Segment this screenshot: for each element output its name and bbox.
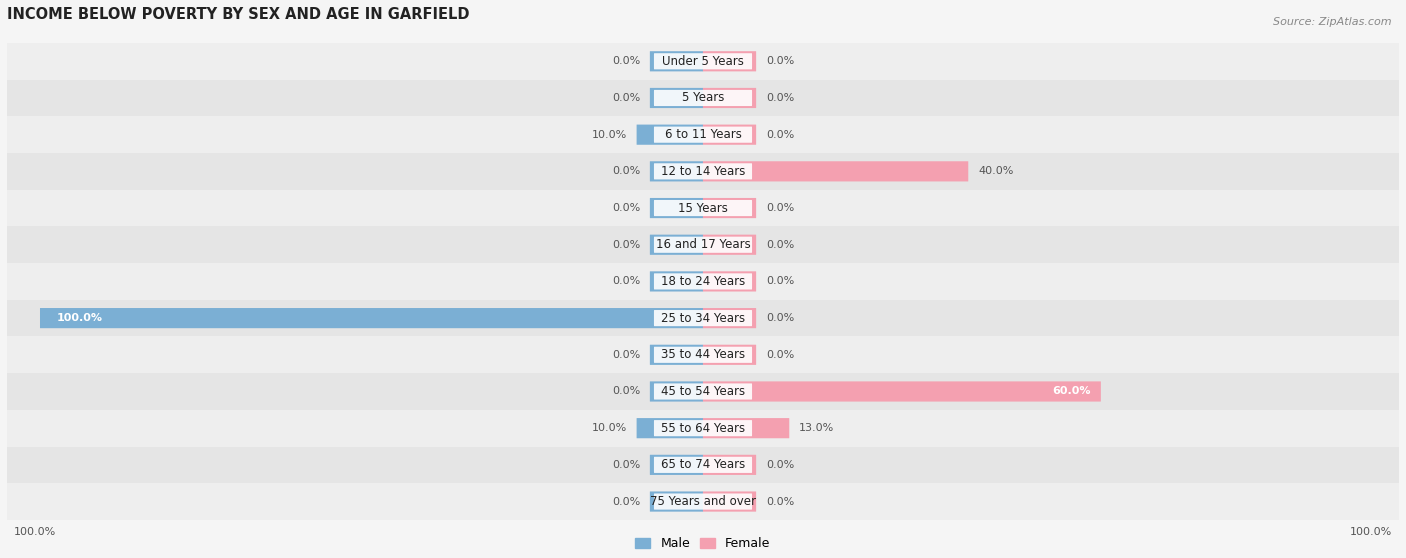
Text: 25 to 34 Years: 25 to 34 Years	[661, 311, 745, 325]
Text: 16 and 17 Years: 16 and 17 Years	[655, 238, 751, 251]
Text: 13.0%: 13.0%	[799, 423, 834, 433]
Text: 0.0%: 0.0%	[766, 350, 794, 360]
FancyBboxPatch shape	[654, 90, 752, 106]
FancyBboxPatch shape	[654, 237, 752, 253]
Text: 15 Years: 15 Years	[678, 201, 728, 214]
FancyBboxPatch shape	[650, 235, 703, 255]
Text: 0.0%: 0.0%	[612, 93, 640, 103]
FancyBboxPatch shape	[7, 190, 1399, 227]
Text: INCOME BELOW POVERTY BY SEX AND AGE IN GARFIELD: INCOME BELOW POVERTY BY SEX AND AGE IN G…	[7, 7, 470, 22]
FancyBboxPatch shape	[703, 124, 756, 145]
FancyBboxPatch shape	[703, 161, 969, 181]
FancyBboxPatch shape	[703, 308, 756, 328]
FancyBboxPatch shape	[7, 410, 1399, 446]
FancyBboxPatch shape	[7, 446, 1399, 483]
FancyBboxPatch shape	[654, 273, 752, 290]
FancyBboxPatch shape	[7, 336, 1399, 373]
Text: 0.0%: 0.0%	[612, 166, 640, 176]
Text: 0.0%: 0.0%	[612, 497, 640, 507]
FancyBboxPatch shape	[7, 483, 1399, 520]
Text: 75 Years and over: 75 Years and over	[650, 495, 756, 508]
FancyBboxPatch shape	[650, 455, 703, 475]
FancyBboxPatch shape	[7, 153, 1399, 190]
Legend: Male, Female: Male, Female	[630, 532, 776, 555]
Text: 100.0%: 100.0%	[56, 313, 103, 323]
FancyBboxPatch shape	[7, 227, 1399, 263]
Text: 0.0%: 0.0%	[612, 240, 640, 250]
FancyBboxPatch shape	[654, 127, 752, 143]
Text: 0.0%: 0.0%	[766, 240, 794, 250]
Text: 0.0%: 0.0%	[766, 313, 794, 323]
Text: Source: ZipAtlas.com: Source: ZipAtlas.com	[1274, 17, 1392, 27]
Text: 0.0%: 0.0%	[612, 460, 640, 470]
FancyBboxPatch shape	[703, 51, 756, 71]
Text: Under 5 Years: Under 5 Years	[662, 55, 744, 68]
Text: 0.0%: 0.0%	[612, 276, 640, 286]
FancyBboxPatch shape	[703, 382, 1101, 402]
Text: 18 to 24 Years: 18 to 24 Years	[661, 275, 745, 288]
FancyBboxPatch shape	[650, 198, 703, 218]
FancyBboxPatch shape	[650, 161, 703, 181]
Text: 6 to 11 Years: 6 to 11 Years	[665, 128, 741, 141]
Text: 45 to 54 Years: 45 to 54 Years	[661, 385, 745, 398]
FancyBboxPatch shape	[654, 347, 752, 363]
Text: 0.0%: 0.0%	[612, 56, 640, 66]
Text: 65 to 74 Years: 65 to 74 Years	[661, 458, 745, 472]
FancyBboxPatch shape	[650, 51, 703, 71]
Text: 100.0%: 100.0%	[1350, 527, 1392, 537]
FancyBboxPatch shape	[703, 198, 756, 218]
Text: 10.0%: 10.0%	[592, 129, 627, 140]
FancyBboxPatch shape	[703, 235, 756, 255]
FancyBboxPatch shape	[7, 80, 1399, 116]
FancyBboxPatch shape	[39, 308, 703, 328]
Text: 10.0%: 10.0%	[592, 423, 627, 433]
Text: 0.0%: 0.0%	[612, 350, 640, 360]
FancyBboxPatch shape	[637, 124, 703, 145]
FancyBboxPatch shape	[703, 492, 756, 512]
Text: 0.0%: 0.0%	[612, 203, 640, 213]
FancyBboxPatch shape	[654, 163, 752, 180]
FancyBboxPatch shape	[7, 300, 1399, 336]
Text: 0.0%: 0.0%	[612, 387, 640, 397]
FancyBboxPatch shape	[654, 200, 752, 216]
FancyBboxPatch shape	[703, 455, 756, 475]
FancyBboxPatch shape	[650, 88, 703, 108]
Text: 0.0%: 0.0%	[766, 497, 794, 507]
FancyBboxPatch shape	[654, 420, 752, 436]
FancyBboxPatch shape	[7, 263, 1399, 300]
FancyBboxPatch shape	[650, 382, 703, 402]
Text: 0.0%: 0.0%	[766, 129, 794, 140]
FancyBboxPatch shape	[703, 271, 756, 291]
Text: 35 to 44 Years: 35 to 44 Years	[661, 348, 745, 361]
Text: 0.0%: 0.0%	[766, 203, 794, 213]
Text: 0.0%: 0.0%	[766, 56, 794, 66]
FancyBboxPatch shape	[654, 53, 752, 69]
Text: 12 to 14 Years: 12 to 14 Years	[661, 165, 745, 178]
FancyBboxPatch shape	[650, 492, 703, 512]
Text: 0.0%: 0.0%	[766, 276, 794, 286]
FancyBboxPatch shape	[654, 383, 752, 400]
FancyBboxPatch shape	[7, 43, 1399, 80]
FancyBboxPatch shape	[650, 345, 703, 365]
Text: 60.0%: 60.0%	[1052, 387, 1091, 397]
Text: 40.0%: 40.0%	[979, 166, 1014, 176]
FancyBboxPatch shape	[703, 345, 756, 365]
FancyBboxPatch shape	[654, 457, 752, 473]
FancyBboxPatch shape	[654, 310, 752, 326]
FancyBboxPatch shape	[703, 418, 789, 438]
FancyBboxPatch shape	[654, 493, 752, 509]
Text: 100.0%: 100.0%	[14, 527, 56, 537]
FancyBboxPatch shape	[637, 418, 703, 438]
FancyBboxPatch shape	[7, 116, 1399, 153]
Text: 0.0%: 0.0%	[766, 93, 794, 103]
FancyBboxPatch shape	[703, 88, 756, 108]
Text: 5 Years: 5 Years	[682, 92, 724, 104]
Text: 0.0%: 0.0%	[766, 460, 794, 470]
FancyBboxPatch shape	[7, 373, 1399, 410]
Text: 55 to 64 Years: 55 to 64 Years	[661, 422, 745, 435]
FancyBboxPatch shape	[650, 271, 703, 291]
